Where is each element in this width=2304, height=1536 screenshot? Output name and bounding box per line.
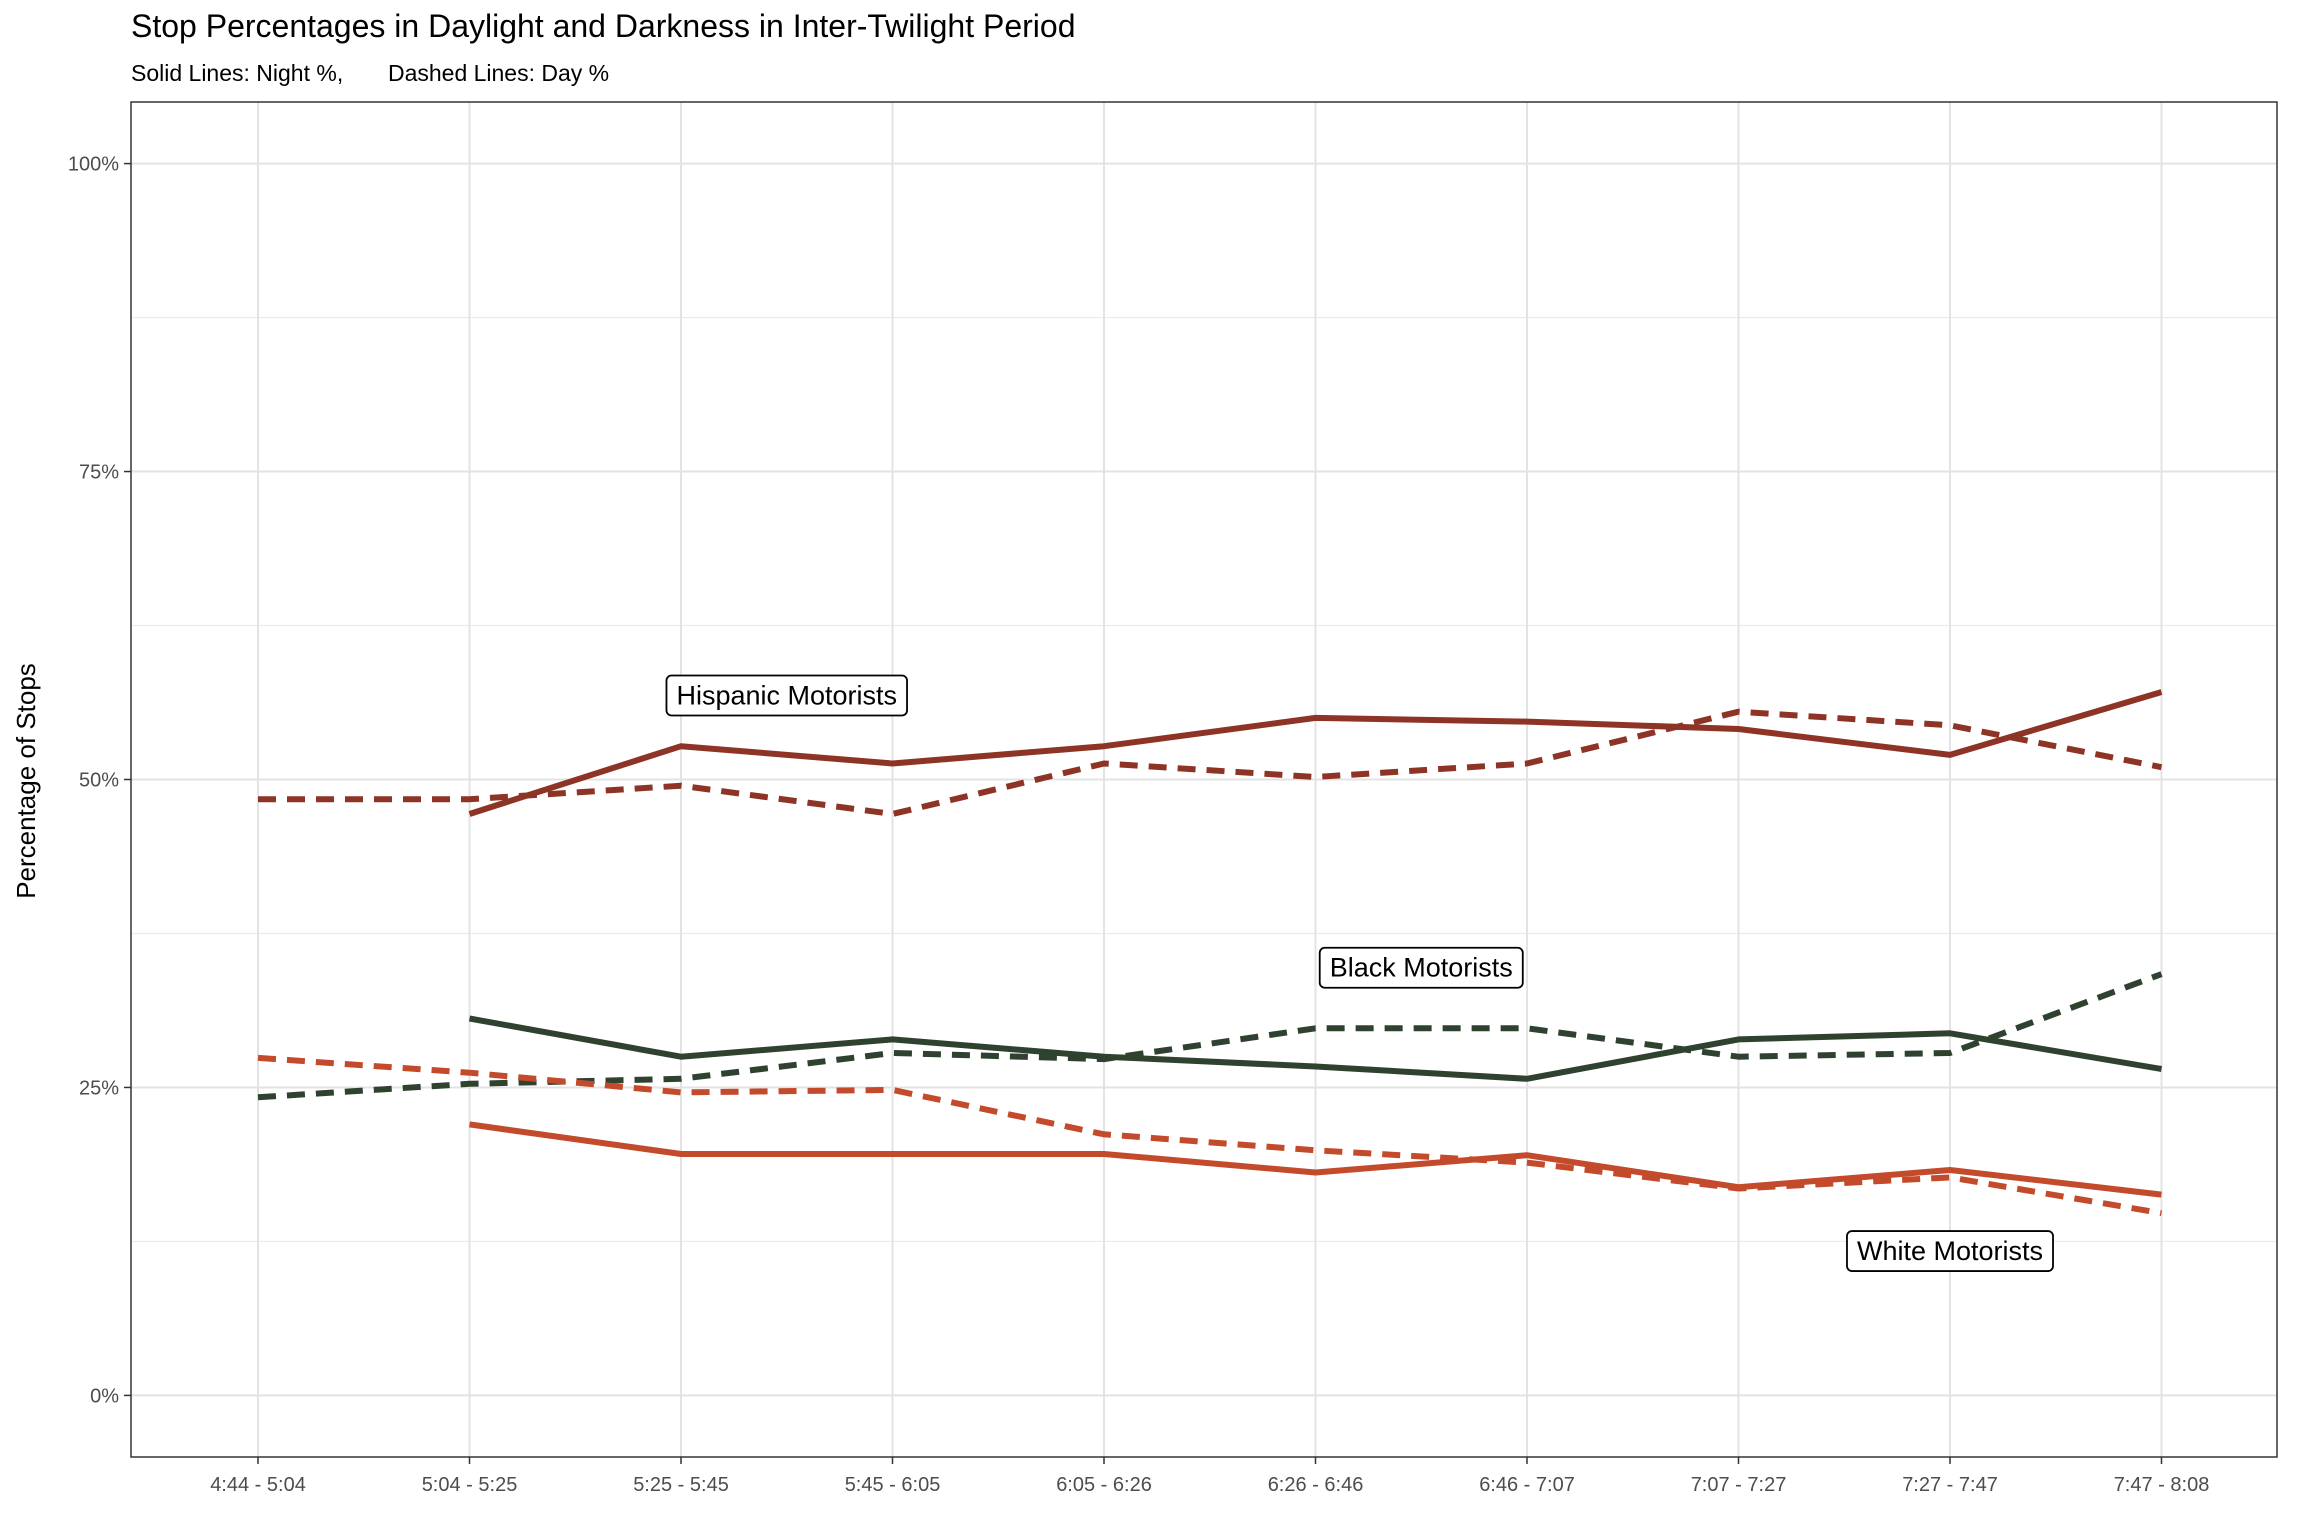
y-tick-label: 100% [68, 154, 119, 176]
label-box [665, 674, 908, 717]
x-tick-label: 6:46 - 7:07 [1479, 1474, 1575, 1496]
x-tick-label: 6:26 - 6:46 [1268, 1474, 1364, 1496]
hispanic-motorists-solid-line [468, 689, 2163, 817]
gridlines [131, 102, 2277, 1457]
x-tick-label: 5:25 - 5:45 [633, 1474, 729, 1496]
y-tick-label: 25% [79, 1077, 119, 1099]
chart-subtitle: Solid Lines: Night %, Dashed Lines: Day … [131, 60, 610, 86]
x-tick-label: 7:07 - 7:27 [1691, 1474, 1787, 1496]
label-text: White Motorists [1857, 1236, 2043, 1266]
white-motorists-label: White Motorists [1846, 1230, 2054, 1272]
label-box [1318, 946, 1524, 989]
chart-title: Stop Percentages in Daylight and Darknes… [131, 8, 1076, 44]
x-tick-label: 5:45 - 6:05 [845, 1474, 941, 1496]
label-text: Black Motorists [1330, 953, 1513, 983]
y-tick-label: 75% [79, 462, 119, 484]
label-text: Hispanic Motorists [676, 681, 897, 711]
x-tick-label: 6:05 - 6:26 [1056, 1474, 1152, 1496]
black-motorists-label: Black Motorists [1318, 946, 1524, 989]
black-motorists-solid-line [468, 1015, 2162, 1082]
x-tick-label: 5:04 - 5:25 [422, 1474, 518, 1496]
series-lines [257, 689, 2163, 1217]
y-axis-title: Percentage of Stops [11, 663, 41, 899]
annotations: Hispanic Motorists Black Motorists White M… [665, 674, 2054, 1272]
axes: 0% 25% 50% 75% 100% 4:44 - 5:04 5:04 - 5:25 5:2… [68, 154, 2209, 1496]
y-tick-label: 50% [79, 770, 119, 792]
y-tick-label: 0% [90, 1385, 119, 1407]
hispanic-motorists-label: Hispanic Motorists [665, 674, 908, 717]
hispanic-motorists-dashed-line [258, 708, 2163, 817]
white-motorists-dashed-line [257, 1054, 2162, 1217]
x-tick-label: 4:44 - 5:04 [210, 1474, 306, 1496]
label-box [1846, 1230, 2054, 1272]
white-motorists-solid-line [469, 1121, 2162, 1198]
x-tick-label: 7:27 - 7:47 [1902, 1474, 1998, 1496]
x-tick-label: 7:47 - 8:08 [2114, 1474, 2210, 1496]
